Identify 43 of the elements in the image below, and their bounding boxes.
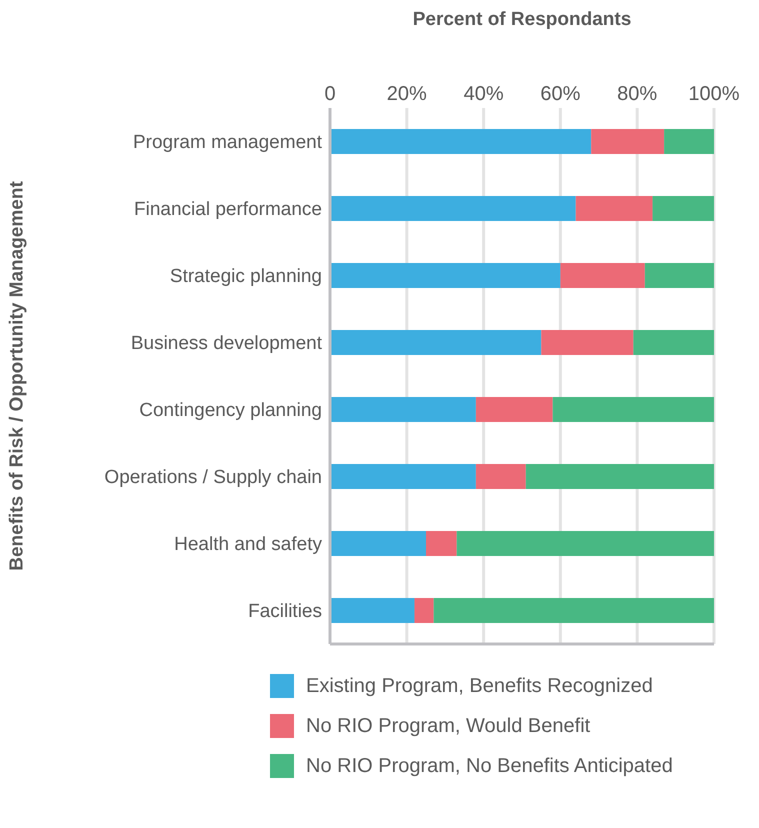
bar	[434, 598, 714, 623]
bar	[456, 531, 714, 556]
bar	[652, 196, 714, 221]
bar	[644, 263, 714, 288]
bar	[330, 330, 542, 355]
bar	[552, 397, 714, 422]
y-tick-label: Operations / Supply chain	[104, 467, 322, 488]
x-tick-label: 20%	[386, 83, 428, 105]
bar	[330, 531, 426, 556]
x-tick-label: 80%	[617, 83, 658, 105]
bar	[526, 464, 714, 489]
bar	[476, 464, 526, 489]
x-tick-label: 0	[324, 83, 336, 105]
bar	[476, 397, 553, 422]
bar	[633, 330, 714, 355]
bar	[330, 263, 560, 288]
bar	[560, 263, 645, 288]
y-tick-label: Strategic planning	[170, 266, 322, 288]
x-tick-label: 60%	[540, 83, 581, 105]
x-axis-title: Percent of Respondants	[412, 8, 632, 32]
bar	[330, 397, 476, 422]
legend-label: No RIO Program, Would Benefit	[306, 714, 590, 738]
bar	[664, 129, 714, 154]
bar	[330, 598, 414, 623]
y-tick-label: Health and safety	[174, 534, 322, 556]
bar	[591, 129, 664, 154]
legend-label: Existing Program, Benefits Recognized	[306, 674, 653, 698]
bar	[426, 531, 457, 556]
y-tick-label: Program management	[132, 132, 323, 154]
legend-label: No RIO Program, No Benefits Anticipated	[306, 754, 673, 778]
bar	[330, 196, 576, 221]
x-tick-label: 100%	[688, 83, 740, 105]
bar	[576, 196, 653, 221]
y-axis-title: Benefits of Risk / Opportunity Management	[6, 180, 28, 571]
bar	[414, 598, 434, 623]
bar	[541, 330, 634, 355]
x-tick-label: 40%	[464, 83, 504, 105]
y-tick-label: Facilities	[248, 601, 322, 622]
bar	[330, 129, 592, 154]
y-tick-label: Financial performance	[134, 199, 322, 220]
y-tick-label: Business development	[130, 333, 323, 354]
y-tick-label: Contingency planning	[139, 400, 322, 422]
bar	[330, 464, 476, 489]
